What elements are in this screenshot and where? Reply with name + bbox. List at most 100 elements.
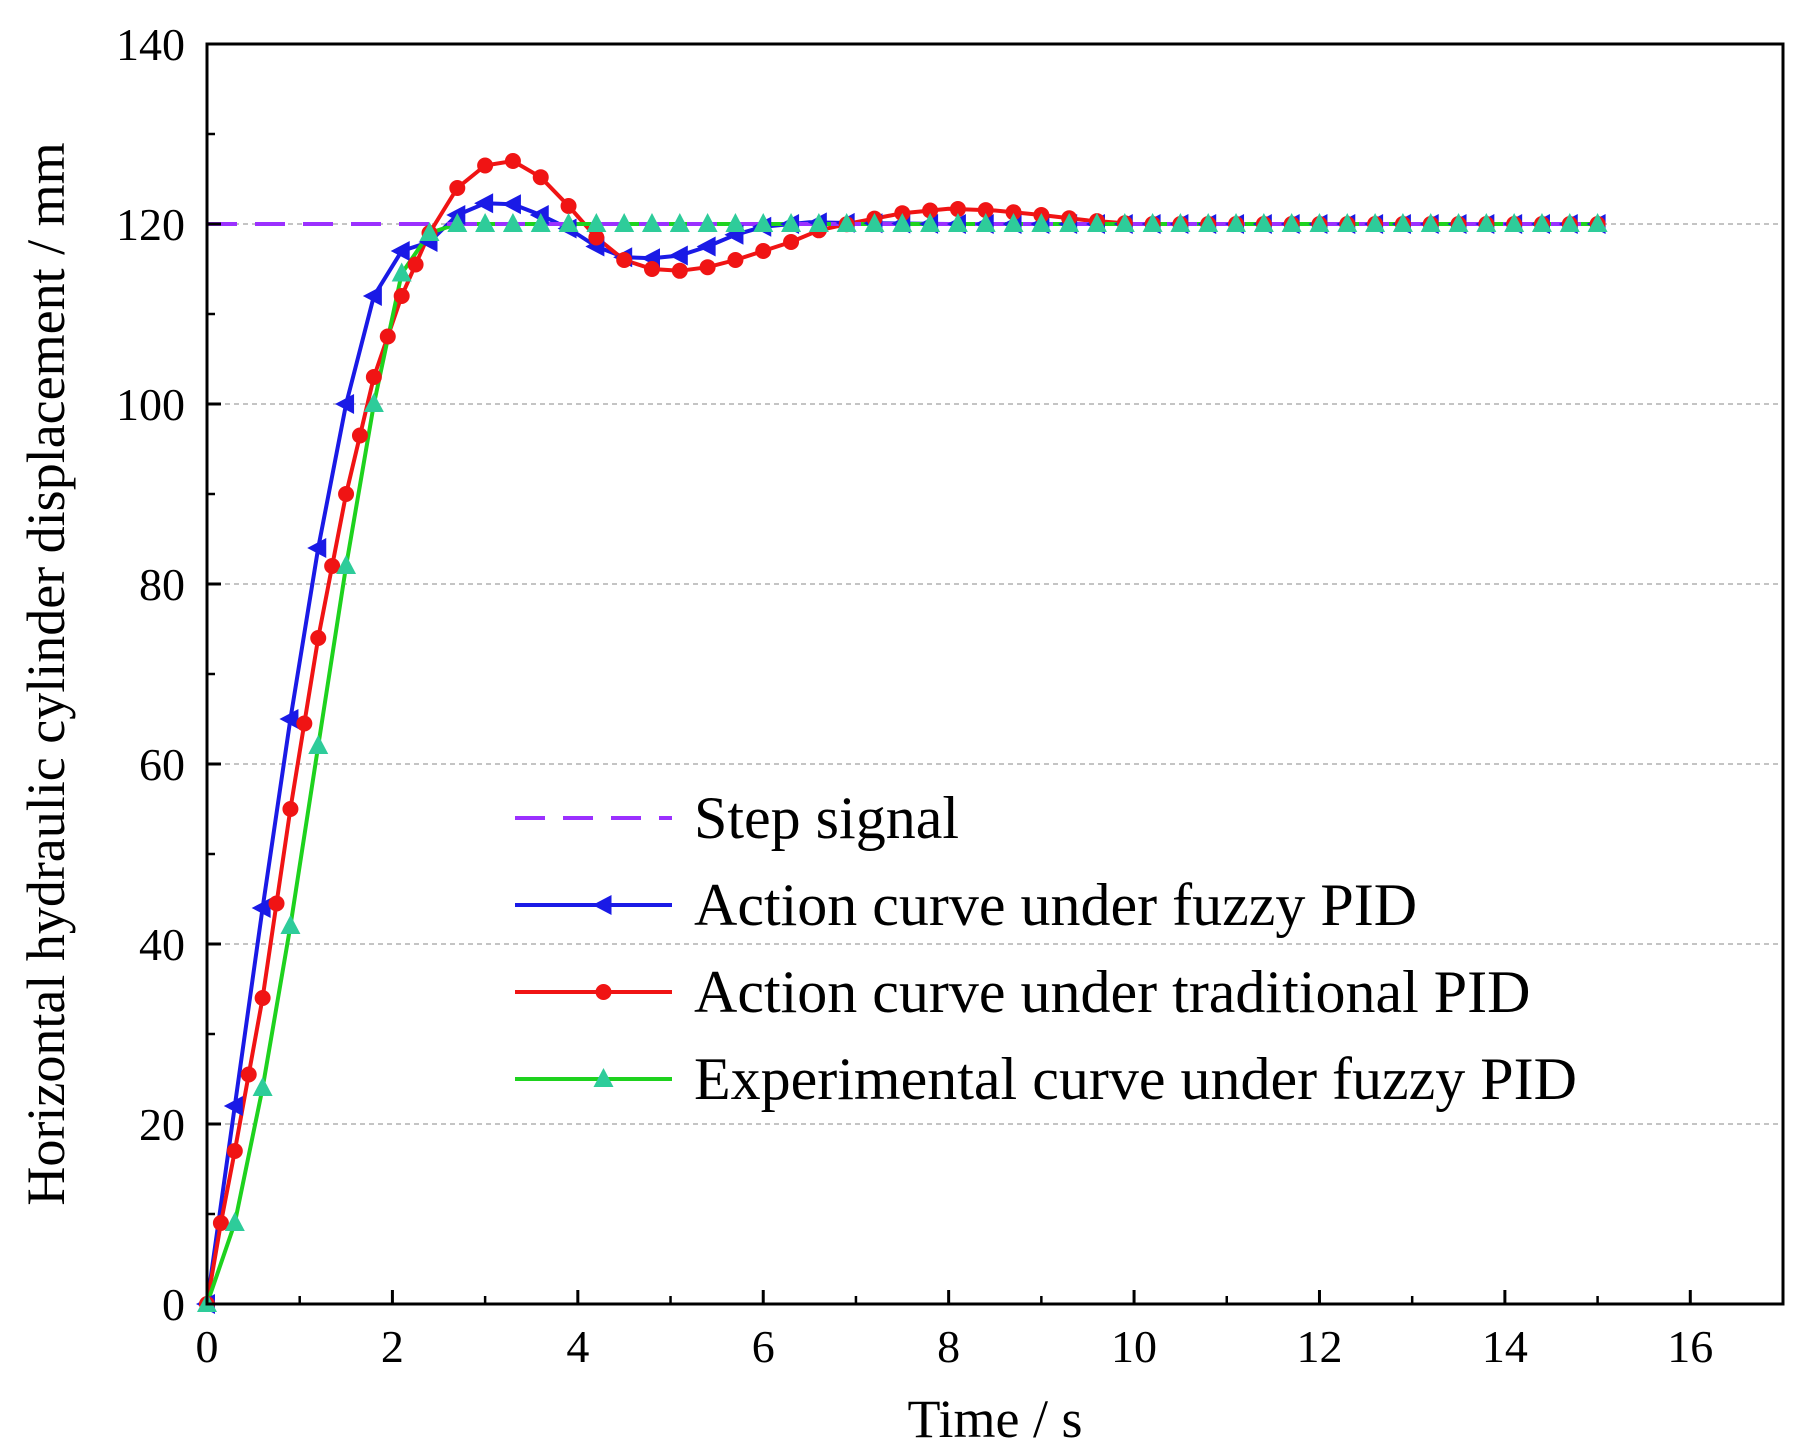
triangle-marker: [641, 213, 662, 232]
y-tick-label: 100: [116, 379, 185, 430]
left-triangle-marker: [251, 898, 271, 918]
left-triangle-marker: [668, 245, 688, 266]
triangle-marker: [1476, 213, 1497, 232]
triangle-marker: [586, 213, 607, 232]
circle-marker: [588, 229, 605, 246]
circle-marker: [365, 369, 382, 385]
circle-marker: [351, 427, 368, 444]
triangle-marker: [1198, 213, 1219, 232]
triangle-marker: [1059, 213, 1080, 232]
left-triangle-marker: [592, 895, 612, 915]
y-tick-label: 0: [162, 1279, 185, 1330]
left-triangle-marker: [307, 538, 327, 558]
circle-marker: [379, 328, 396, 345]
circle-marker: [240, 1066, 257, 1083]
triangle-marker: [1031, 213, 1052, 232]
triangle-marker: [363, 393, 384, 412]
y-tick-label: 120: [116, 199, 185, 250]
left-triangle-marker: [223, 1096, 243, 1116]
circle-marker: [922, 202, 939, 219]
circle-marker: [268, 895, 285, 912]
circle-marker: [949, 201, 966, 218]
triangle-marker: [280, 915, 301, 934]
triangle-marker: [1170, 213, 1191, 232]
markers-series-1: [196, 193, 1606, 1314]
series-markers: [196, 153, 1608, 1314]
triangle-marker: [947, 213, 968, 232]
triangle-marker: [1587, 213, 1608, 232]
x-tick-label: 8: [937, 1321, 960, 1372]
tick-labels: 0 20 40 60 80 100 120 140 0 2 4 6 8 10 12 14 16: [116, 19, 1713, 1372]
triangle-marker: [1559, 213, 1580, 232]
circle-marker: [393, 288, 410, 304]
triangle-marker: [1003, 213, 1024, 232]
circle-marker: [532, 169, 549, 186]
triangle-marker: [475, 213, 496, 232]
triangle-marker: [336, 555, 357, 574]
triangle-marker: [558, 213, 579, 232]
triangle-marker: [1504, 213, 1525, 232]
legend-label: Experimental curve under fuzzy PID: [694, 1046, 1577, 1112]
circle-marker: [671, 262, 688, 279]
circle-marker: [504, 153, 521, 169]
triangle-marker: [530, 213, 551, 232]
triangle-marker: [725, 213, 746, 232]
legend-item-1: Action curve under fuzzy PID: [515, 872, 1417, 938]
circle-marker: [310, 630, 327, 646]
triangle-marker: [308, 735, 329, 754]
circle-marker: [296, 715, 313, 732]
triangle-marker: [447, 213, 468, 232]
x-tick-label: 10: [1111, 1321, 1157, 1372]
circle-marker: [977, 202, 994, 219]
circle-marker: [755, 243, 772, 259]
x-tick-label: 6: [752, 1321, 775, 1372]
triangle-marker: [1337, 213, 1358, 232]
x-tick-label: 12: [1296, 1321, 1342, 1372]
x-tick-label: 16: [1667, 1321, 1713, 1372]
circle-marker: [449, 180, 466, 196]
circle-marker: [699, 259, 716, 276]
y-tick-label: 140: [116, 19, 185, 70]
triangle-marker: [391, 262, 412, 282]
circle-marker: [783, 234, 800, 250]
triangle-marker: [697, 213, 718, 232]
y-tick-label: 40: [139, 919, 185, 970]
triangle-marker: [753, 213, 774, 232]
x-tick-label: 14: [1482, 1321, 1528, 1372]
triangle-marker: [892, 213, 913, 232]
legend-item-2: Action curve under traditional PID: [515, 959, 1530, 1025]
left-triangle-marker: [279, 709, 299, 729]
triangle-marker: [1365, 213, 1386, 232]
triangle-marker: [1114, 213, 1135, 232]
triangle-marker: [836, 213, 857, 232]
circle-marker: [477, 157, 494, 174]
y-tick-label: 20: [139, 1099, 185, 1150]
series-line: [205, 159, 1598, 1305]
circle-marker: [616, 252, 633, 268]
series-2: [205, 159, 1598, 1305]
triangle-marker: [864, 213, 885, 232]
triangle-marker: [1226, 213, 1247, 232]
x-axis-label: Time / s: [907, 1389, 1082, 1449]
axis-ticks: [205, 42, 1692, 1306]
left-triangle-marker: [696, 236, 716, 257]
legend-label: Action curve under fuzzy PID: [694, 872, 1417, 938]
triangle-marker: [614, 213, 635, 232]
circle-marker: [212, 1215, 229, 1231]
circle-marker: [407, 256, 424, 273]
triangle-marker: [224, 1212, 245, 1231]
x-tick-label: 4: [566, 1321, 589, 1372]
circle-marker: [254, 990, 271, 1006]
series-line: [205, 201, 1598, 1305]
markers-series-2: [199, 153, 1606, 1312]
legend-label: Action curve under traditional PID: [694, 959, 1530, 1025]
circle-marker: [324, 558, 341, 574]
circle-marker: [1005, 204, 1022, 221]
triangle-marker: [1420, 213, 1441, 232]
triangle-marker: [1142, 213, 1163, 232]
circle-marker: [643, 261, 660, 277]
x-tick-label: 2: [381, 1321, 404, 1372]
markers-series-3: [197, 213, 1608, 1312]
triangle-marker: [1448, 213, 1469, 232]
legend-item-0: Step signal: [515, 785, 959, 851]
